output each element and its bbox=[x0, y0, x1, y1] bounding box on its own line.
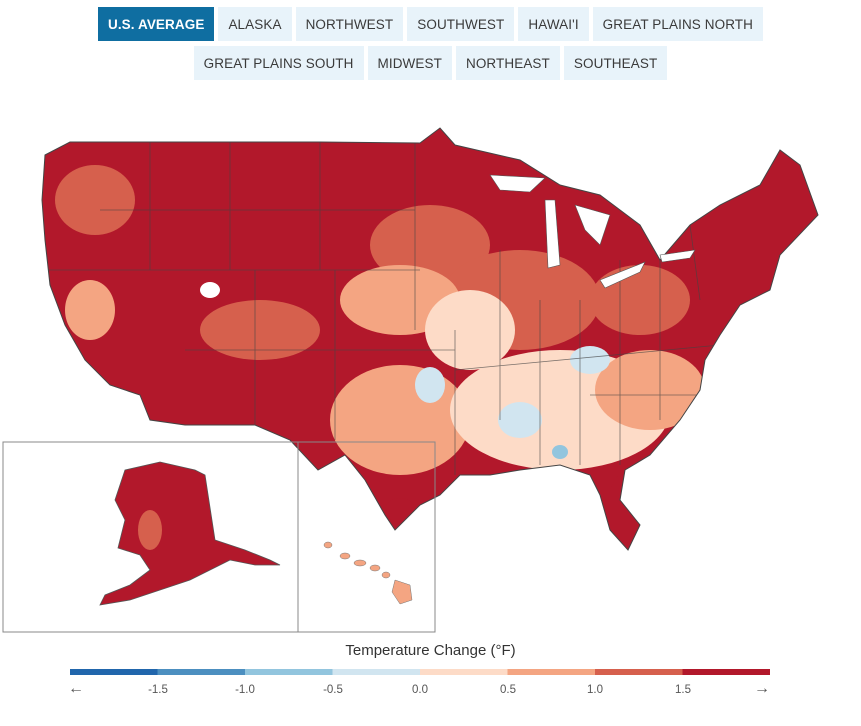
temperature-change-map bbox=[2, 127, 819, 633]
lake-erie bbox=[599, 261, 646, 289]
temp-region-gulf bbox=[385, 498, 415, 522]
legend-tick: -1.0 bbox=[235, 684, 255, 696]
tab-great-plains-south[interactable]: GREAT PLAINS SOUTH bbox=[193, 46, 364, 80]
legend-color-bar bbox=[70, 669, 770, 675]
lake-michigan bbox=[544, 199, 561, 269]
legend-tick: 0.5 bbox=[500, 684, 516, 696]
region-tabs-row-1: U.S. AVERAGE ALASKA NORTHWEST SOUTHWEST … bbox=[0, 7, 861, 41]
tab-northwest[interactable]: NORTHWEST bbox=[295, 7, 404, 41]
legend-swatch bbox=[507, 669, 596, 675]
temp-region-ohio bbox=[590, 265, 690, 335]
legend-swatch bbox=[245, 669, 333, 675]
tab-northeast[interactable]: NORTHEAST bbox=[455, 46, 560, 80]
us-outline bbox=[41, 127, 819, 551]
temp-region-california bbox=[65, 280, 115, 340]
legend-left-arrow-icon: ← bbox=[68, 680, 84, 697]
legend-right-arrow-icon: → bbox=[754, 680, 770, 697]
temp-region-nw bbox=[55, 165, 135, 235]
tab-hawaii[interactable]: HAWAI'I bbox=[518, 7, 589, 41]
alaska-outline bbox=[99, 461, 281, 606]
legend-swatch bbox=[70, 669, 158, 675]
legend-tick: 1.0 bbox=[587, 684, 603, 696]
legend-swatch bbox=[420, 669, 508, 675]
tab-alaska[interactable]: ALASKA bbox=[218, 7, 292, 41]
region-tabs-row-2: GREAT PLAINS SOUTH MIDWEST NORTHEAST SOU… bbox=[0, 46, 861, 80]
tab-midwest[interactable]: MIDWEST bbox=[367, 46, 452, 80]
hawaii-inset-frame bbox=[297, 441, 436, 633]
tab-southwest[interactable]: SOUTHWEST bbox=[407, 7, 515, 41]
legend-swatch bbox=[157, 669, 246, 675]
temp-region-cool-1 bbox=[498, 402, 542, 438]
alaska bbox=[100, 462, 280, 605]
hawaii bbox=[323, 541, 413, 605]
lake-ontario bbox=[659, 249, 696, 263]
tab-great-plains-north[interactable]: GREAT PLAINS NORTH bbox=[592, 7, 764, 41]
legend-swatch bbox=[682, 669, 770, 675]
great-lakes bbox=[489, 174, 696, 289]
lake-superior bbox=[489, 174, 546, 193]
legend-swatch bbox=[595, 669, 683, 675]
state-borders bbox=[45, 142, 721, 475]
legend-tick: -1.5 bbox=[148, 684, 168, 696]
temp-region-missouri bbox=[425, 290, 515, 370]
tab-us-average[interactable]: U.S. AVERAGE bbox=[97, 7, 215, 41]
temp-region-carolinas bbox=[595, 350, 705, 430]
legend-title: Temperature Change (°F) bbox=[345, 642, 516, 659]
temp-region-sw bbox=[200, 300, 320, 360]
lake-huron bbox=[574, 204, 611, 246]
temp-region-cooler bbox=[552, 445, 568, 459]
temp-region-cool-3 bbox=[415, 367, 445, 403]
temp-region-cool-2 bbox=[570, 346, 610, 374]
legend-tick: 1.5 bbox=[675, 684, 691, 696]
tab-southeast[interactable]: SOUTHEAST bbox=[563, 46, 668, 80]
legend-swatch bbox=[332, 669, 421, 675]
great-salt-lake bbox=[200, 282, 220, 298]
legend-tick: 0.0 bbox=[412, 684, 428, 696]
legend-tick: -0.5 bbox=[323, 684, 343, 696]
temp-region-texas bbox=[330, 365, 470, 475]
